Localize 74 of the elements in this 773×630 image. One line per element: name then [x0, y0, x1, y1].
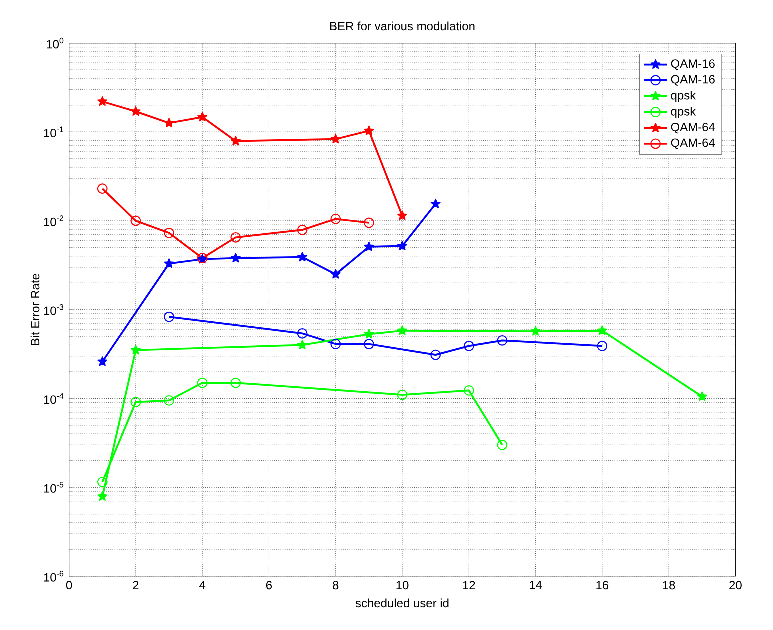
legend-label: qpsk	[671, 91, 696, 102]
point	[364, 339, 374, 350]
x-tick-label: 12	[463, 581, 476, 590]
chart-title: BER for various modulation	[330, 22, 475, 31]
y-axis-title: Bit Error Rate	[30, 274, 40, 346]
legend-label: QAM-16	[671, 60, 715, 70]
point	[98, 96, 108, 106]
point	[464, 341, 474, 352]
y-tick-label: 10$^{-1}$	[44, 126, 64, 138]
x-tick-label: 14	[530, 581, 542, 590]
point	[398, 326, 408, 336]
point	[164, 312, 174, 322]
point	[230, 378, 242, 388]
point	[530, 326, 541, 336]
point	[298, 252, 308, 262]
point	[97, 477, 108, 488]
point	[297, 225, 308, 236]
y-tick-label: 10$^{-3}$	[44, 304, 64, 316]
x-tick-label: 0	[66, 581, 72, 590]
point	[597, 341, 608, 352]
point	[497, 440, 508, 451]
y-tick-label: 10$^{-5}$	[44, 482, 64, 494]
x-tick-label: 20	[730, 581, 742, 590]
legend-label: QAM-64	[671, 138, 716, 150]
point	[164, 118, 174, 128]
y-tick-label: 10$^{0}$	[47, 38, 64, 49]
point	[130, 397, 142, 408]
point	[497, 336, 508, 346]
point	[330, 269, 341, 279]
point	[230, 253, 241, 263]
point	[330, 339, 342, 350]
point	[297, 328, 308, 339]
point	[98, 492, 108, 502]
point	[97, 184, 108, 194]
point	[364, 126, 374, 136]
x-tick-label: 6	[266, 581, 272, 590]
legend-label: qpsk	[671, 107, 696, 118]
point	[130, 216, 142, 226]
point	[130, 106, 141, 116]
y-tick-label: 10$^{-4}$	[44, 394, 64, 404]
point	[398, 210, 408, 220]
point	[597, 326, 608, 336]
point	[298, 340, 308, 350]
x-tick-label: 4	[200, 581, 206, 590]
point	[430, 199, 441, 209]
point	[230, 136, 241, 146]
y-tick-label: 10$^{-2}$	[44, 216, 64, 227]
point	[164, 396, 174, 406]
point	[398, 241, 408, 251]
point	[697, 392, 708, 402]
point	[464, 386, 474, 396]
x-tick-label: 18	[663, 581, 676, 590]
point	[164, 228, 174, 238]
point	[230, 232, 242, 243]
point	[330, 134, 341, 144]
x-axis-title: scheduled user id	[356, 598, 449, 608]
point	[364, 242, 374, 252]
point	[364, 218, 374, 228]
point	[130, 345, 141, 355]
legend-label: QAM-64	[671, 123, 716, 134]
x-tick-label: 2	[133, 581, 139, 590]
legend-label: QAM-16	[671, 75, 715, 86]
point	[430, 350, 442, 360]
point	[198, 112, 208, 122]
x-tick-label: 10	[396, 581, 409, 590]
point	[98, 356, 108, 366]
x-tick-label: 16	[596, 581, 609, 590]
point	[197, 378, 208, 388]
point	[364, 329, 374, 339]
point	[164, 258, 174, 268]
y-tick-label: 10$^{-6}$	[44, 571, 64, 582]
point	[330, 214, 342, 224]
point	[397, 390, 408, 400]
x-tick-label: 8	[333, 581, 339, 590]
